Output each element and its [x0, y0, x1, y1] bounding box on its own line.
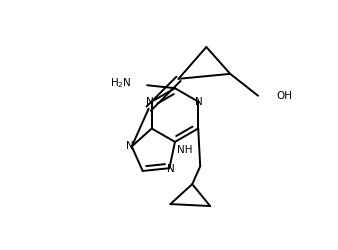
Text: NH: NH	[176, 145, 192, 155]
Text: N: N	[146, 97, 153, 107]
Text: H$_2$N: H$_2$N	[110, 76, 131, 90]
Text: OH: OH	[276, 91, 292, 101]
Text: N: N	[195, 97, 203, 107]
Text: N: N	[126, 142, 134, 152]
Text: N: N	[167, 164, 174, 174]
